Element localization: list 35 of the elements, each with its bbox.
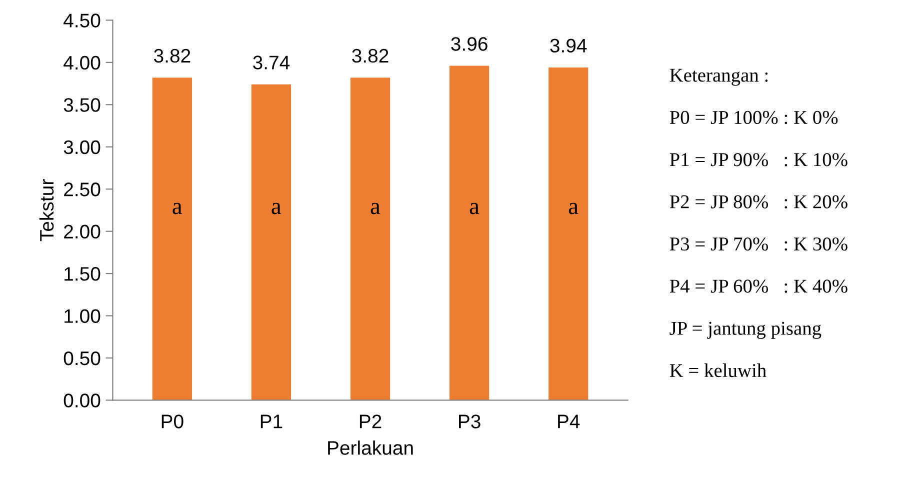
x-tick-label: P3	[459, 414, 480, 428]
y-axis-title: Tekstur	[39, 179, 54, 242]
y-tick-label: 0.00	[64, 394, 100, 408]
data-label: 3.82	[154, 48, 190, 63]
text: K = keluwih	[670, 363, 766, 378]
annotation: a	[470, 202, 480, 214]
text: P2 = JP 80% : K 20%	[670, 195, 848, 208]
data-label: 3.82	[352, 48, 388, 63]
y-tick-label: 2.00	[64, 224, 100, 239]
text: P1 = JP 90% : K 10%	[670, 153, 848, 166]
text: Keterangan :	[670, 68, 768, 86]
text: P0 = JP 100% : K 0%	[670, 110, 838, 124]
data-label: 3.94	[550, 38, 587, 53]
x-tick-label: P2	[360, 414, 382, 428]
data-label: 3.74	[253, 56, 290, 70]
y-tick-label: 1.50	[64, 266, 100, 281]
y-tick-label: 2.50	[64, 182, 100, 196]
text: P3 = JP 70% : K 30%	[670, 237, 848, 251]
y-tick-label: 0.50	[64, 351, 100, 366]
annotation: a	[172, 202, 182, 214]
x-axis-title: Perlakuan	[328, 440, 413, 455]
x-tick-label: P1	[260, 414, 282, 428]
y-tick-label: 3.50	[64, 98, 100, 112]
y-tick-label: 4.00	[64, 56, 100, 70]
annotation: a	[272, 202, 282, 214]
x-tick-label: P0	[162, 414, 184, 428]
x-tick-label: P4	[558, 414, 580, 428]
text: P4 = JP 60% : K 40%	[670, 280, 848, 293]
data-label: 3.96	[451, 37, 488, 51]
y-tick-label: 4.50	[64, 14, 100, 28]
y-tick-label: 1.00	[64, 309, 100, 323]
annotation: a	[568, 202, 578, 214]
text: JP = jantung pisang	[670, 322, 822, 339]
annotation: a	[370, 202, 380, 214]
y-tick-label: 3.00	[64, 140, 100, 154]
